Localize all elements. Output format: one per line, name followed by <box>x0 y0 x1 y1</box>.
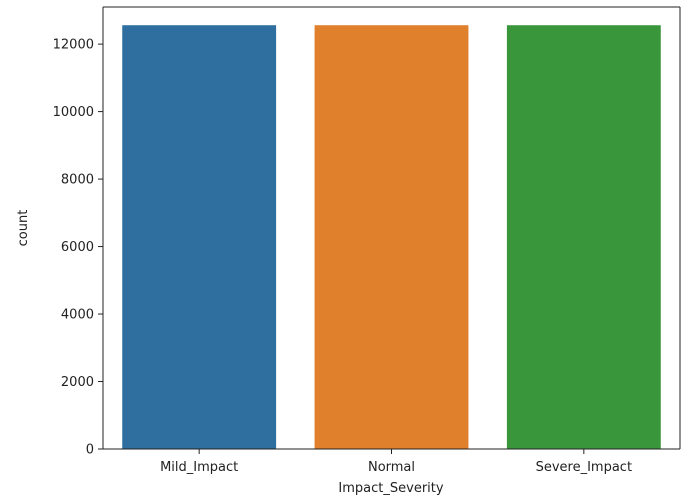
x-tick-label: Mild_Impact <box>160 460 238 475</box>
y-tick-label: 12000 <box>53 38 94 53</box>
bar-severe-impact <box>506 25 661 449</box>
bars-group <box>122 25 661 449</box>
bar-mild-impact <box>122 25 277 449</box>
bar-normal <box>314 25 469 449</box>
y-tick-label: 0 <box>86 443 94 458</box>
x-ticks-group: Mild_Impact Normal Severe_Impact <box>160 449 632 475</box>
y-ticks-group: 0 2000 4000 6000 8000 10000 12000 <box>53 38 103 458</box>
x-tick-label: Normal <box>368 460 415 475</box>
y-tick-label: 2000 <box>61 375 94 390</box>
axes-frame <box>102 6 681 450</box>
y-tick-label: 4000 <box>61 308 94 323</box>
y-tick-label: 10000 <box>53 105 94 120</box>
x-tick-label: Severe_Impact <box>536 460 632 475</box>
y-tick-label: 6000 <box>61 240 94 255</box>
y-axis-label: count <box>16 210 31 247</box>
x-axis-label: Impact_Severity <box>338 481 443 496</box>
y-tick-label: 8000 <box>61 173 94 188</box>
